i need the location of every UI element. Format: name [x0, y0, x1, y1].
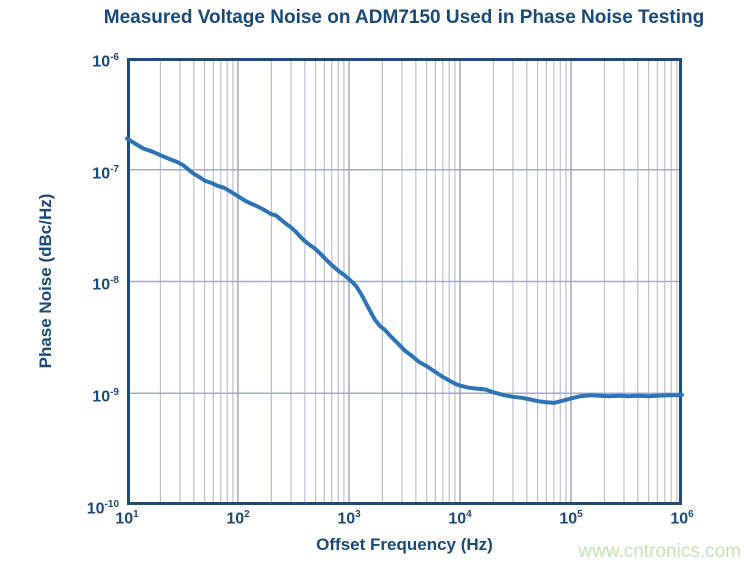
x-tick-exponent: 6 [688, 509, 694, 520]
y-tick-label-1e-6: 10-6 [30, 48, 119, 72]
x-tick-label-100: 102 [208, 509, 268, 528]
x-tick-base: 10 [115, 510, 134, 528]
chart-title: Measured Voltage Noise on ADM7150 Used i… [103, 7, 705, 28]
x-tick-exponent: 2 [244, 509, 250, 520]
x-tick-base: 10 [448, 510, 467, 528]
y-tick-exponent: -7 [110, 164, 119, 175]
x-tick-base: 10 [670, 510, 689, 528]
x-tick-label-100k: 105 [541, 509, 601, 528]
y-tick-exponent: -8 [110, 275, 119, 286]
x-tick-label-10: 101 [97, 509, 157, 528]
x-tick-exponent: 3 [355, 509, 361, 520]
y-tick-label-1e-7: 10-7 [30, 160, 119, 184]
y-tick-label-1e-10: 10-10 [30, 495, 119, 519]
y-tick-base: 10 [92, 165, 111, 183]
y-tick-label-1e-9: 10-9 [30, 383, 119, 407]
x-tick-base: 10 [226, 510, 245, 528]
y-tick-base: 10 [92, 388, 111, 406]
y-tick-label-1e-8: 10-8 [30, 271, 119, 295]
x-tick-label-1k: 103 [319, 509, 379, 528]
x-tick-base: 10 [337, 510, 356, 528]
y-tick-exponent: -6 [110, 52, 119, 63]
x-tick-exponent: 1 [133, 509, 139, 520]
y-tick-exponent: -10 [104, 499, 119, 510]
y-tick-base: 10 [92, 53, 111, 71]
x-tick-exponent: 4 [466, 509, 472, 520]
x-tick-label-1M: 106 [652, 509, 712, 528]
watermark-text: www.cntronics.com [578, 541, 741, 562]
plot-area [125, 58, 684, 505]
x-tick-label-10k: 104 [430, 509, 490, 528]
x-axis-label: Offset Frequency (Hz) [316, 535, 493, 554]
x-tick-base: 10 [559, 510, 578, 528]
y-tick-exponent: -9 [110, 387, 119, 398]
x-tick-exponent: 5 [577, 509, 583, 520]
y-tick-base: 10 [92, 276, 111, 294]
y-tick-base: 10 [86, 500, 105, 518]
